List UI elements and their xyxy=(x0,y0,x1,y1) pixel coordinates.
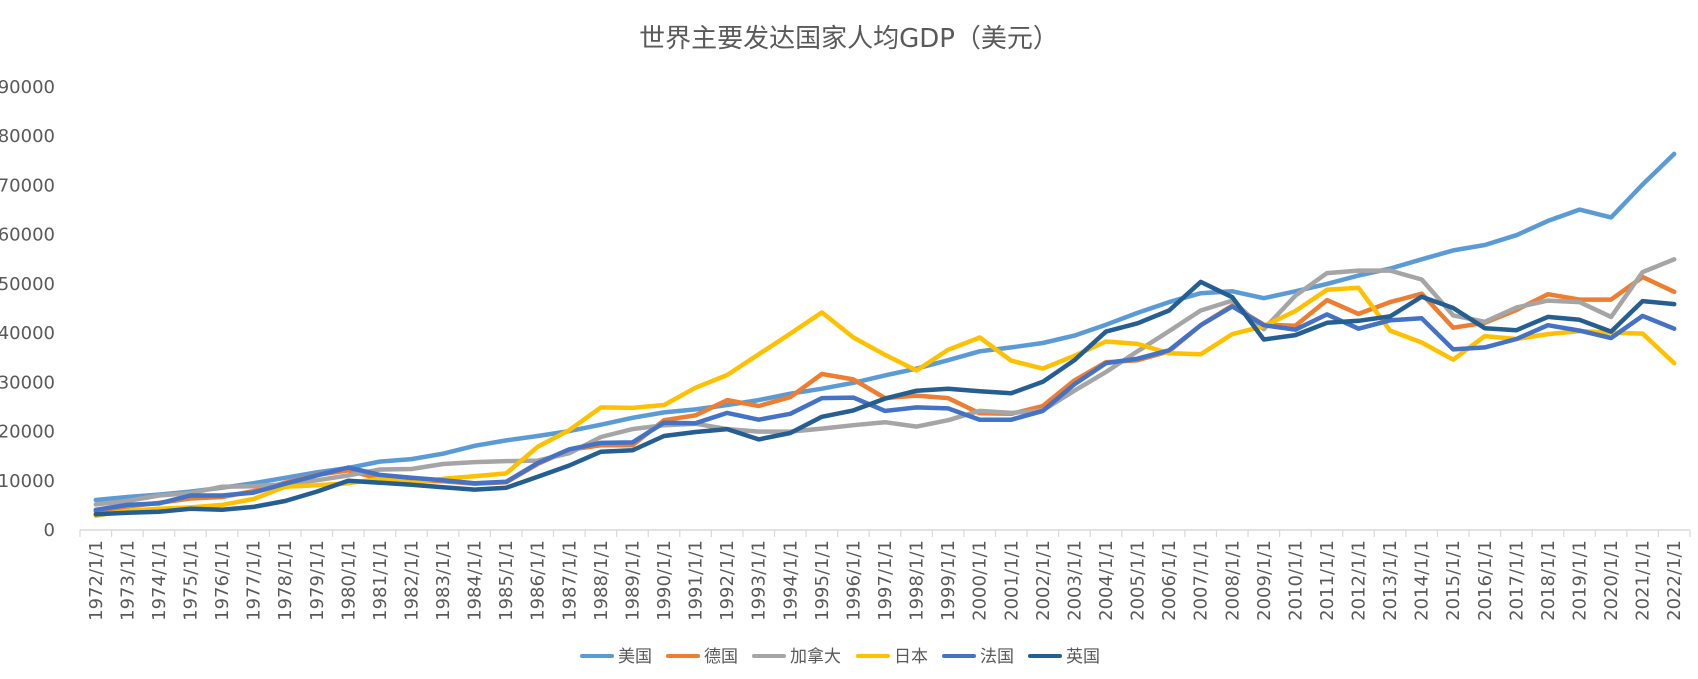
x-tick-label: 2007/1/1 xyxy=(1191,540,1212,621)
x-tick-label: 2006/1/1 xyxy=(1159,540,1180,621)
x-tick-label: 1973/1/1 xyxy=(117,540,138,621)
y-tick-label: 50000 xyxy=(0,274,55,295)
y-tick-label: 10000 xyxy=(0,471,55,492)
x-tick-label: 1972/1/1 xyxy=(86,540,107,621)
x-tick-label: 1982/1/1 xyxy=(401,540,422,621)
legend-label: 英国 xyxy=(1066,647,1100,667)
x-tick-label: 2004/1/1 xyxy=(1096,540,1117,621)
legend-label: 法国 xyxy=(980,647,1014,667)
x-tick-label: 2021/1/1 xyxy=(1633,540,1654,621)
y-tick-label: 80000 xyxy=(0,126,55,147)
x-tick-label: 1974/1/1 xyxy=(149,540,170,621)
x-tick-label: 1992/1/1 xyxy=(717,540,738,621)
x-tick-label: 2019/1/1 xyxy=(1570,540,1591,621)
x-tick-label: 1980/1/1 xyxy=(338,540,359,621)
x-tick-label: 2012/1/1 xyxy=(1349,540,1370,621)
x-tick-label: 2020/1/1 xyxy=(1601,540,1622,621)
series-lines xyxy=(93,151,1677,518)
x-tick-label: 1976/1/1 xyxy=(212,540,233,621)
x-tick-label: 2005/1/1 xyxy=(1128,540,1149,621)
x-tick-label: 2009/1/1 xyxy=(1254,540,1275,621)
y-tick-label: 20000 xyxy=(0,422,55,443)
x-tick-label: 2010/1/1 xyxy=(1285,540,1306,621)
x-tick-label: 1989/1/1 xyxy=(622,540,643,621)
y-tick-label: 70000 xyxy=(0,175,55,196)
x-tick-label: 1977/1/1 xyxy=(244,540,265,621)
x-tick-label: 2011/1/1 xyxy=(1317,540,1338,621)
legend-label: 美国 xyxy=(618,647,652,667)
x-tick-label: 2018/1/1 xyxy=(1538,540,1559,621)
y-tick-label: 30000 xyxy=(0,372,55,393)
legend-label: 日本 xyxy=(894,647,928,667)
x-tick-label: 2008/1/1 xyxy=(1222,540,1243,621)
y-tick-label: 90000 xyxy=(0,77,55,98)
legend-label: 加拿大 xyxy=(790,646,841,667)
y-tick-label: 40000 xyxy=(0,323,55,344)
x-tick-label: 1985/1/1 xyxy=(496,540,517,621)
x-tick-label: 2000/1/1 xyxy=(970,540,991,621)
x-tick-label: 1981/1/1 xyxy=(370,540,391,621)
x-tick-label: 2003/1/1 xyxy=(1064,540,1085,621)
y-axis-ticks: 0 10000 20000 30000 40000 50000 60000 70000 8000… xyxy=(0,77,55,541)
x-tick-label: 1998/1/1 xyxy=(907,540,928,621)
series-line-3 xyxy=(93,285,1677,518)
legend-label: 德国 xyxy=(704,647,738,667)
series-line-0 xyxy=(93,151,1677,503)
x-tick-label: 1984/1/1 xyxy=(465,540,486,621)
x-tick-label: 2001/1/1 xyxy=(1001,540,1022,621)
x-tick-label: 2016/1/1 xyxy=(1475,540,1496,621)
series-line-5 xyxy=(93,279,1677,517)
y-tick-label: 0 xyxy=(44,520,55,541)
x-tick-label: 1986/1/1 xyxy=(528,540,549,621)
x-tick-label: 2013/1/1 xyxy=(1380,540,1401,621)
x-tick-label: 2002/1/1 xyxy=(1033,540,1054,621)
x-tick-label: 1979/1/1 xyxy=(307,540,328,621)
x-tick-label: 1990/1/1 xyxy=(654,540,675,621)
x-tick-label: 1997/1/1 xyxy=(875,540,896,621)
x-tick-label: 1987/1/1 xyxy=(559,540,580,621)
x-tick-label: 1988/1/1 xyxy=(591,540,612,621)
x-tick-label: 1983/1/1 xyxy=(433,540,454,621)
x-tick-label: 1978/1/1 xyxy=(275,540,296,621)
x-tick-label: 1975/1/1 xyxy=(180,540,201,621)
x-tick-label: 1995/1/1 xyxy=(812,540,833,621)
x-tick-label: 1994/1/1 xyxy=(780,540,801,621)
x-tick-label: 1996/1/1 xyxy=(843,540,864,621)
x-tick-label: 2015/1/1 xyxy=(1443,540,1464,621)
series-line-4 xyxy=(93,304,1677,513)
x-tick-label: 2014/1/1 xyxy=(1412,540,1433,621)
x-tick-label: 1993/1/1 xyxy=(749,540,770,621)
x-tick-label: 1999/1/1 xyxy=(938,540,959,621)
series-line-2 xyxy=(93,257,1677,507)
x-tick-label: 2022/1/1 xyxy=(1664,540,1685,621)
chart-title: 世界主要发达国家人均GDP（美元） xyxy=(639,24,1059,54)
x-tick-label: 2017/1/1 xyxy=(1506,540,1527,621)
legend: 美国 德国 加拿大 日本 法国 英国 xyxy=(580,646,1100,667)
y-tick-label: 60000 xyxy=(0,225,55,246)
x-tick-label: 1991/1/1 xyxy=(686,540,707,621)
x-axis: 1972/1/1 1973/1/1 1974/1/1 1975/1/1 1976/1/1… xyxy=(79,529,1691,621)
